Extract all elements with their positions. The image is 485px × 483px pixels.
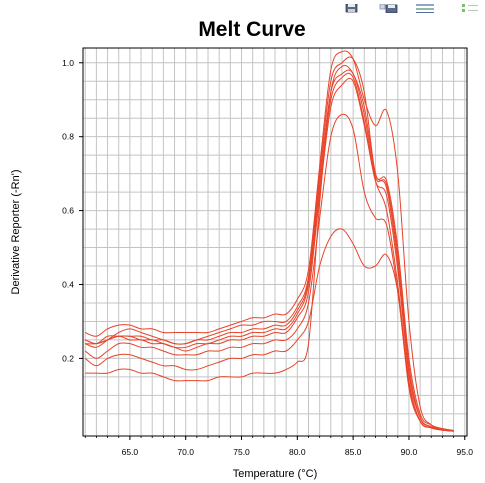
melt-curve-line-1 bbox=[85, 50, 454, 431]
x-tick-label: 75.0 bbox=[233, 447, 250, 457]
x-tick-label: 95.0 bbox=[456, 447, 473, 457]
axis-ticks: 65.0 70.0 75.0 80.0 85.0 90.0 95.0 0.2 0.4 0.6 0.8… bbox=[62, 58, 473, 457]
x-tick-label: 80.0 bbox=[289, 447, 306, 457]
y-axis-label: Derivative Reporter (-Rn') bbox=[10, 170, 22, 295]
x-tick-label: 70.0 bbox=[177, 447, 194, 457]
x-tick-label: 65.0 bbox=[122, 447, 139, 457]
melt-curve-line-4 bbox=[85, 72, 454, 432]
series-lines bbox=[84, 50, 454, 432]
melt-curve-line-2 bbox=[85, 56, 454, 431]
y-tick-label: 0.4 bbox=[62, 279, 74, 289]
grid bbox=[83, 48, 467, 436]
x-axis-label: Temperature (°C) bbox=[233, 468, 317, 480]
x-tick-label: 85.0 bbox=[345, 447, 362, 457]
legend-icon[interactable] bbox=[460, 0, 480, 12]
y-tick-label: 1.0 bbox=[62, 58, 74, 68]
melt-curve-line-6 bbox=[84, 113, 454, 432]
y-tick-label: 0.6 bbox=[62, 206, 74, 216]
melt-curve-line-3 bbox=[85, 69, 454, 432]
chart-title: Melt Curve bbox=[198, 18, 305, 41]
melt-curve-line-5 bbox=[85, 77, 454, 432]
save-icon[interactable] bbox=[345, 0, 359, 13]
y-tick-label: 0.8 bbox=[62, 132, 74, 142]
y-tick-label: 0.2 bbox=[62, 353, 74, 363]
melt-curve-line-7 bbox=[84, 228, 454, 432]
list-view-icon[interactable] bbox=[414, 0, 436, 13]
melt-curve-line-8 bbox=[85, 64, 454, 432]
x-tick-label: 90.0 bbox=[401, 447, 418, 457]
